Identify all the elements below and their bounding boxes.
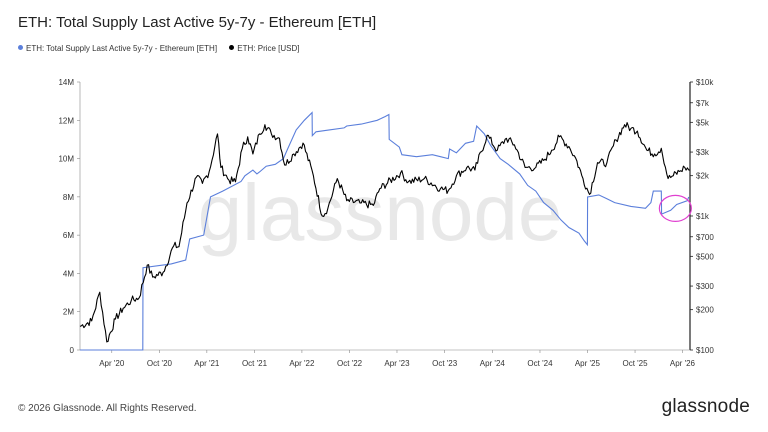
left-tick-label: 8M — [63, 193, 74, 202]
x-tick-label: Oct '20 — [147, 359, 173, 368]
left-axis: 0 2M 4M 6M 8M 10M 12M 14M — [58, 78, 81, 355]
x-tick-label: Apr '24 — [480, 359, 506, 368]
left-tick-label: 12M — [58, 116, 74, 125]
watermark: glassnode — [198, 168, 563, 257]
x-tick-label: Oct '25 — [622, 359, 648, 368]
x-tick-label: Apr '20 — [99, 359, 125, 368]
chart-legend: ETH: Total Supply Last Active 5y-7y - Et… — [18, 44, 310, 53]
series-line-supply — [80, 111, 690, 351]
series-layer — [79, 111, 691, 351]
legend-label-supply: ETH: Total Supply Last Active 5y-7y - Et… — [26, 44, 218, 53]
legend-item-supply[interactable]: ETH: Total Supply Last Active 5y-7y - Et… — [18, 44, 217, 53]
left-tick-label: 4M — [63, 269, 74, 278]
x-axis: Apr '20 Oct '20 Apr '21 Oct '21 Apr '22 Oct '… — [80, 349, 696, 368]
legend-dot-price — [229, 45, 235, 51]
footer-copyright: © 2026 Glassnode. All Rights Reserved. — [18, 403, 197, 414]
footer-logo: glassnode — [661, 396, 750, 417]
right-tick-label: $100 — [696, 346, 714, 355]
series-line-price — [79, 122, 691, 343]
x-tick-label: Oct '22 — [337, 359, 363, 368]
right-tick-label: $500 — [696, 252, 714, 261]
annotation-layer — [658, 194, 692, 222]
right-tick-label: $2k — [696, 172, 710, 181]
right-tick-label: $5k — [696, 118, 710, 127]
left-tick-label: 10M — [58, 155, 74, 164]
left-tick-label: 0 — [70, 346, 75, 355]
left-tick-label: 6M — [63, 231, 74, 240]
chart-title: ETH: Total Supply Last Active 5y-7y - Et… — [18, 14, 377, 31]
right-tick-label: $200 — [696, 306, 714, 315]
x-tick-label: Apr '26 — [670, 359, 696, 368]
right-tick-label: $1k — [696, 212, 710, 221]
x-tick-label: Apr '21 — [194, 359, 220, 368]
right-tick-label: $700 — [696, 233, 714, 242]
x-tick-label: Oct '23 — [432, 359, 458, 368]
x-tick-label: Apr '25 — [575, 359, 601, 368]
x-tick-label: Apr '23 — [384, 359, 410, 368]
legend-label-price: ETH: Price [USD] — [237, 44, 300, 53]
x-tick-label: Apr '22 — [289, 359, 315, 368]
right-tick-label: $7k — [696, 99, 710, 108]
right-axis: $100 $200 $300 $500 $700 $1k $2k $3k $5k $7k $10k — [689, 78, 714, 355]
left-tick-label: 14M — [58, 78, 74, 87]
annotation-circle — [658, 194, 692, 222]
legend-item-price[interactable]: ETH: Price [USD] — [229, 44, 300, 53]
x-tick-label: Oct '21 — [242, 359, 268, 368]
left-tick-label: 2M — [63, 308, 74, 317]
x-tick-label: Oct '24 — [527, 359, 553, 368]
right-tick-label: $10k — [696, 78, 714, 87]
right-tick-label: $300 — [696, 282, 714, 291]
right-tick-label: $3k — [696, 148, 710, 157]
legend-dot-supply — [18, 45, 23, 51]
